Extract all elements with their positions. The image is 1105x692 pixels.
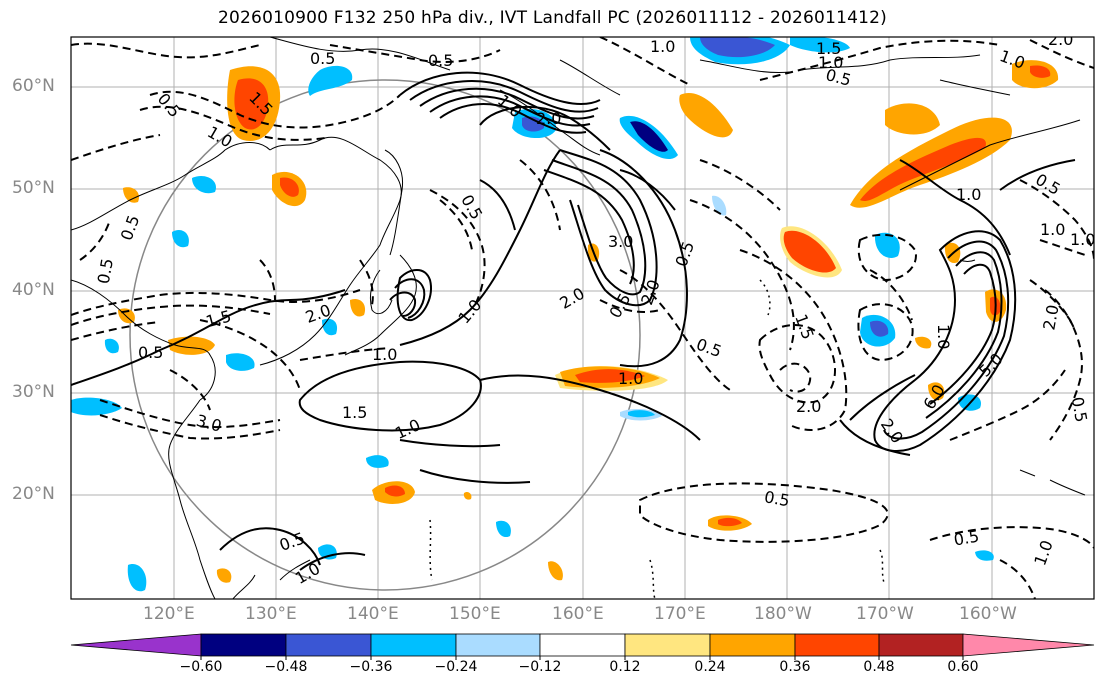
contour-label: 2.0 <box>536 109 561 128</box>
lon-tick-label: 160°E <box>552 604 604 624</box>
colorbar-segment <box>285 633 372 657</box>
lon-tick-label: 170°W <box>856 604 914 624</box>
colorbar-tick-label: 0.24 <box>694 659 726 675</box>
map-border <box>70 36 1095 600</box>
colorbar-arrow-high <box>962 633 1095 657</box>
lon-tick-label: 150°E <box>449 604 501 624</box>
contour-label: 1.0 <box>818 53 843 72</box>
colorbar-segment <box>539 633 626 657</box>
colorbar-tick-label: −0.60 <box>179 659 223 675</box>
lon-tick-label: 160°W <box>959 604 1017 624</box>
contour-label: 1.0 <box>618 369 643 388</box>
divergence-negative-shading <box>71 37 994 592</box>
gridlines <box>71 37 1094 599</box>
colorbar-tick-label: −0.12 <box>518 659 562 675</box>
map-title: 2026010900 F132 250 hPa div., IVT Landfa… <box>218 8 887 28</box>
colorbar-tick-label: −0.24 <box>434 659 478 675</box>
colorbar-segment <box>709 633 796 657</box>
lon-tick-label: 130°E <box>245 604 297 624</box>
contour-label: 2.0 <box>1048 30 1073 49</box>
contour-label: 1.5 <box>342 403 367 422</box>
contour-label: 1.0 <box>934 324 953 349</box>
contour-label: 1.0 <box>956 185 981 204</box>
lon-tick-label: 120°E <box>143 604 195 624</box>
lon-tick-label: 140°E <box>347 604 399 624</box>
contour-label: 1.0 <box>1070 230 1095 249</box>
lat-tick-label: 20°N <box>12 484 55 504</box>
contour-label: 1.5 <box>816 39 841 58</box>
contour-label: 1.0 <box>650 37 675 56</box>
colorbar-segment <box>370 633 457 657</box>
lon-tick-label: 180°W <box>754 604 812 624</box>
colorbar-tick-label: 0.12 <box>609 659 641 675</box>
contour-label: 3.0 <box>608 232 633 251</box>
contour-label: 0.5 <box>138 343 163 362</box>
colorbar-arrow-low <box>70 633 202 657</box>
ivt-dashed-contours <box>71 37 1094 599</box>
contour-label: 0.5 <box>952 526 980 549</box>
contour-label: 2.0 <box>796 397 821 416</box>
contour-label: 0.5 <box>1068 395 1091 423</box>
contour-label: 1.0 <box>372 345 397 364</box>
colorbar-tick-label: 0.36 <box>779 659 811 675</box>
colorbar-segment <box>794 633 880 657</box>
colorbar-segment <box>455 633 541 657</box>
contour-label: 0.5 <box>310 49 335 68</box>
lon-tick-label: 170°E <box>654 604 706 624</box>
landfall-region-circle <box>129 79 641 591</box>
contour-label: 0.5 <box>763 487 791 510</box>
lat-tick-label: 30°N <box>12 382 55 402</box>
colorbar-tick-label: −0.36 <box>349 659 393 675</box>
colorbar-segment <box>624 633 711 657</box>
colorbar-tick-label: −0.48 <box>264 659 308 675</box>
lat-tick-label: 50°N <box>12 178 55 198</box>
lat-tick-label: 60°N <box>12 76 55 96</box>
contour-label: 0.5 <box>94 257 117 285</box>
contour-label: 0.5 <box>428 51 453 70</box>
contour-label: 1.0 <box>1040 220 1065 239</box>
colorbar-segment <box>878 633 964 657</box>
colorbar-tick-label: 0.60 <box>947 659 979 675</box>
colorbar-tick-label: 0.48 <box>863 659 895 675</box>
colorbar-segment <box>200 633 287 657</box>
contour-label: 2.0 <box>1039 303 1062 331</box>
ivt-dotted-contours <box>429 279 886 599</box>
colorbar <box>70 633 1095 660</box>
lat-tick-label: 40°N <box>12 280 55 300</box>
